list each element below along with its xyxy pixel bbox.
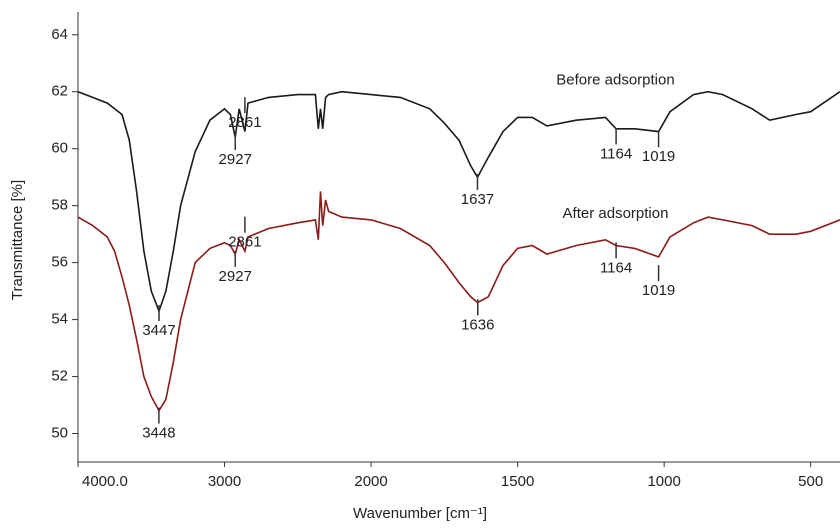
y-tick-label: 50 [51, 424, 68, 441]
spectrum-line [77, 191, 840, 413]
annotation: 2861 [228, 234, 261, 251]
annotation: After adsorption [563, 205, 669, 222]
y-axis-label: Transmittance [%] [9, 180, 26, 300]
annotation: 1019 [642, 148, 675, 165]
x-tick-label: 3000 [208, 473, 241, 490]
annotation: 3448 [142, 424, 175, 441]
annotation: 1636 [461, 316, 494, 333]
y-tick-label: 56 [51, 254, 68, 271]
annotation: 1164 [600, 259, 632, 276]
x-tick-label: 4000.0 [82, 473, 128, 490]
annotation: 1164 [600, 145, 632, 162]
y-tick-label: 62 [51, 83, 68, 100]
x-axis-label: Wavenumber [cm⁻¹] [353, 505, 487, 522]
annotation: 2861 [228, 114, 261, 131]
x-tick-label: 1500 [501, 473, 534, 490]
annotation: 2927 [219, 268, 252, 285]
annotation: 1637 [461, 191, 494, 208]
x-tick-label: 1000 [647, 473, 680, 490]
y-tick-label: 60 [51, 140, 68, 157]
annotation: 1019 [642, 282, 675, 299]
x-tick-label: 2000 [354, 473, 387, 490]
annotation: 2927 [219, 151, 252, 168]
y-tick-label: 54 [51, 311, 68, 328]
y-tick-label: 52 [51, 368, 68, 385]
annotation: 3447 [142, 322, 175, 339]
y-tick-label: 64 [51, 26, 68, 43]
x-tick-label: 500 [798, 473, 823, 490]
y-tick-label: 58 [51, 197, 68, 214]
annotation: Before adsorption [556, 71, 674, 88]
spectrum-line [77, 90, 840, 314]
